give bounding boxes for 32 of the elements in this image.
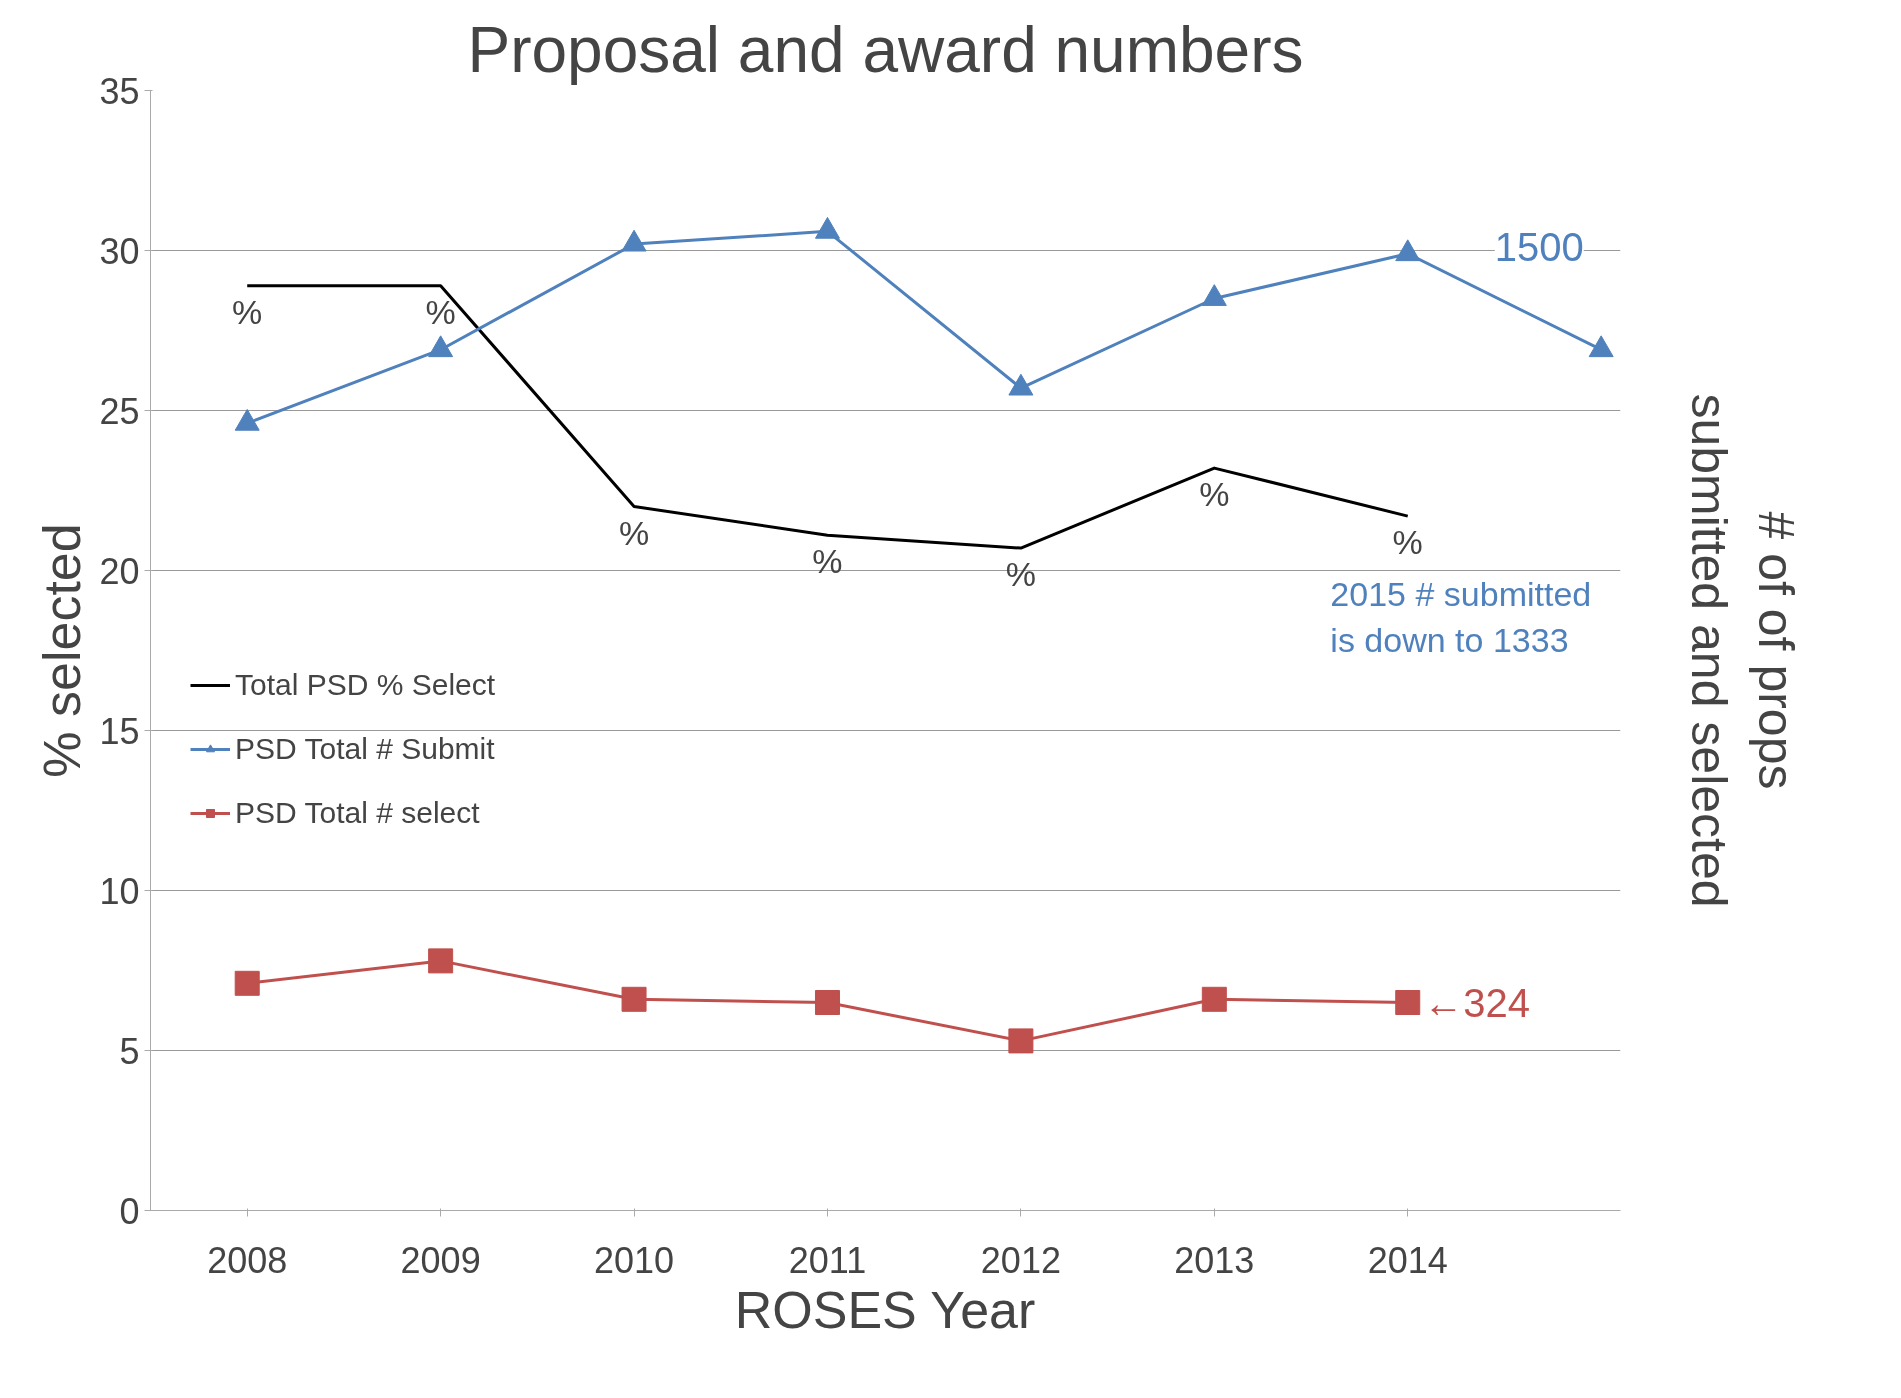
legend-label: PSD Total # select — [235, 796, 480, 830]
annotation: 1500 — [1494, 225, 1584, 270]
x-axis-title: ROSES Year — [734, 1280, 1036, 1339]
y-tick-label: 10 — [99, 870, 140, 912]
annotation: % — [812, 542, 843, 581]
annotation: % — [1005, 555, 1037, 594]
annotation: ←324 — [1423, 980, 1530, 1025]
annotation: % — [425, 292, 456, 331]
y-tick-label: 35 — [99, 70, 140, 112]
x-tick-label: 2009 — [400, 1239, 481, 1281]
y-tick-label: 5 — [119, 1030, 140, 1072]
x-tick-label: 2008 — [207, 1239, 288, 1281]
y-tick-label: 30 — [99, 230, 140, 272]
y-tick-label: 15 — [99, 710, 140, 752]
y-tick-label: 25 — [99, 390, 140, 432]
y2-axis-title: # of of props submitted and selected — [1680, 393, 1804, 908]
legend-label: Total PSD % Select — [235, 668, 496, 702]
x-tick-label: 2010 — [594, 1239, 675, 1281]
annotation: % — [1199, 475, 1230, 514]
annotation: % — [232, 292, 263, 331]
y-tick-label: 20 — [99, 550, 140, 592]
x-tick-label: 2014 — [1367, 1239, 1448, 1281]
y-axis-title: % selected — [33, 523, 92, 778]
annotation: 2015 # submitted is down to 1333 — [1330, 575, 1592, 659]
legend-label: PSD Total # Submit — [235, 732, 495, 766]
chart-title: Proposal and award numbers — [467, 13, 1304, 86]
x-tick-label: 2011 — [788, 1239, 867, 1281]
annotation: % — [1392, 523, 1423, 562]
x-tick-label: 2013 — [1174, 1239, 1255, 1281]
x-tick-label: 2012 — [980, 1239, 1061, 1281]
annotation: % — [618, 513, 650, 552]
y-tick-label: 0 — [119, 1190, 140, 1232]
